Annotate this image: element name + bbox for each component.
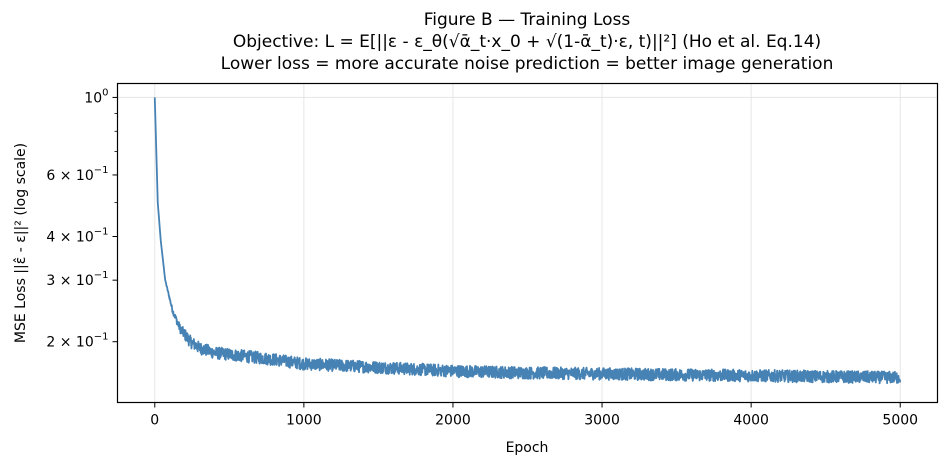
chart-title: Figure B — Training Loss Objective: L = … (117, 9, 937, 75)
loss-line (153, 97, 902, 385)
x-axis: 0 1000 2000 3000 4000 5000 (150, 402, 918, 429)
x-tick-label: 3000 (584, 413, 620, 429)
y-tick-label: 6 × 10−1 (46, 165, 108, 184)
x-tick-label: 4000 (733, 413, 769, 429)
title-line-1: Figure B — Training Loss (423, 10, 631, 30)
x-axis-label: Epoch (506, 440, 549, 456)
y-tick-label: 2 × 10−1 (46, 332, 108, 351)
plot-frame (116, 82, 939, 404)
y-tick-label: 3 × 10−1 (46, 270, 108, 289)
loss-series (153, 97, 902, 385)
grid-lines (117, 83, 938, 403)
x-tick-label: 2000 (435, 413, 471, 429)
x-tick-label: 1000 (286, 413, 322, 429)
title-line-2: Objective: L = E[||ε - ε_θ(√ᾱ_t·x_0 + √(… (232, 32, 822, 52)
y-tick-label: 100 (84, 87, 108, 106)
y-axis: 100 6 × 10−1 4 × 10−1 3 × 10−1 2 × 10−1 (46, 87, 118, 351)
y-axis-label: MSE Loss ||ε̂ - ε||² (log scale) (13, 143, 29, 343)
title-line-3: Lower loss = more accurate noise predict… (220, 54, 834, 74)
y-tick-label: 4 × 10−1 (46, 226, 108, 245)
x-tick-label: 0 (150, 413, 159, 429)
x-tick-label: 5000 (882, 413, 918, 429)
